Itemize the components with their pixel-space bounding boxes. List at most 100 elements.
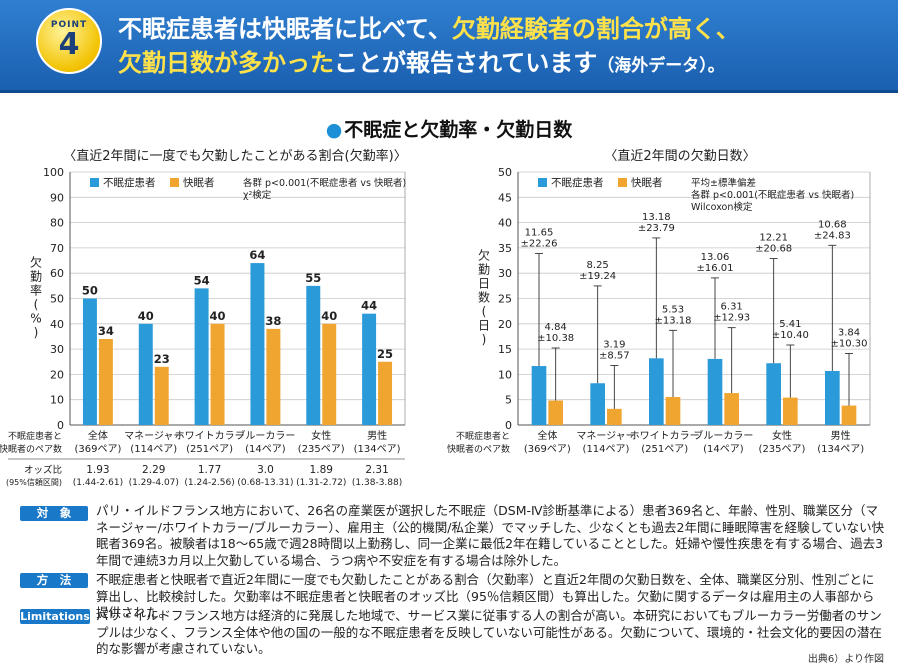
c1-value-label-good: 40	[210, 309, 226, 323]
c1-row-header: 不眠症患者と	[8, 430, 62, 442]
headline-1a: 不眠症患者は快眠者に比べて、	[118, 15, 452, 43]
c2-bar-insomnia	[531, 366, 547, 425]
c1-value-label-good: 40	[321, 309, 337, 323]
c2-mean-label: 4.84	[545, 322, 567, 333]
c2-mean-label: 12.21	[759, 233, 788, 244]
c2-pairs-label: (14ペア)	[703, 444, 744, 455]
c1-value-label-insomnia: 44	[361, 299, 377, 313]
limitations-label: Limitations	[20, 609, 90, 624]
c2-bar-good	[665, 397, 681, 425]
c2-bar-good	[724, 393, 739, 425]
c1-value-label-good: 25	[377, 347, 393, 361]
point-badge-number: 4	[58, 27, 80, 62]
subject-label: 対 象	[20, 506, 88, 521]
c2-mean-label: 5.41	[779, 319, 801, 330]
c2-mean-label: 3.19	[603, 339, 625, 350]
c2-mean-label: 11.65	[525, 227, 554, 238]
c2-y-axis-label-char: )	[482, 333, 487, 347]
c1-y-tick-label: 30	[50, 343, 64, 356]
c2-category-label: 男性	[831, 429, 851, 442]
c1-value-label-insomnia: 50	[82, 284, 98, 298]
c1-stat-note: 各群 p<0.001(不眠症患者 vs 快眠者)	[243, 177, 406, 189]
c2-y-tick-label: 0	[505, 419, 512, 432]
c2-bar-insomnia	[766, 363, 781, 425]
c1-bar-insomnia	[250, 263, 265, 425]
c1-y-tick-label: 60	[50, 267, 64, 280]
c1-odds-value: 1.77	[198, 464, 221, 476]
c2-y-tick-label: 45	[498, 191, 512, 204]
c2-sd-label: ±10.40	[772, 330, 809, 341]
bullet-icon: ●	[325, 119, 343, 141]
c1-value-label-insomnia: 64	[249, 248, 265, 262]
c1-value-label-good: 38	[265, 314, 281, 328]
c2-y-tick-label: 25	[498, 293, 512, 306]
c2-mean-label: 3.84	[838, 327, 860, 338]
c1-pairs-label: (114ペア)	[130, 444, 177, 455]
c2-sd-label: ±8.57	[599, 350, 630, 361]
c1-category-label: ホワイトカラー	[175, 430, 245, 442]
c1-odds-header: (95%信頼区間)	[6, 477, 62, 487]
c2-category-label: 女性	[772, 429, 792, 442]
c1-y-tick-label: 10	[50, 394, 64, 407]
c1-odds-ci: (1.44-2.61)	[73, 478, 123, 488]
c1-pairs-label: (235ペア)	[298, 444, 345, 455]
c2-bar-insomnia	[590, 383, 605, 425]
c1-y-tick-label: 20	[50, 368, 64, 381]
c2-sd-label: ±16.01	[696, 263, 733, 274]
c1-bar-insomnia	[194, 288, 209, 425]
c1-y-tick-label: 0	[57, 419, 64, 432]
c1-value-label-insomnia: 55	[305, 271, 321, 285]
chart1-title: 〈直近2年間に一度でも欠勤したことがある割合(欠勤率)〉	[63, 149, 407, 164]
c2-legend-swatch-insomnia	[538, 178, 547, 187]
c1-bar-insomnia	[138, 323, 153, 425]
c1-y-tick-label: 70	[50, 242, 64, 255]
c2-sd-label: ±12.93	[713, 313, 750, 324]
method-label: 方 法	[20, 573, 88, 588]
c1-odds-ci: (1.24-2.56)	[184, 478, 234, 488]
c2-mean-label: 13.18	[642, 212, 671, 223]
c1-bar-good	[322, 323, 337, 425]
c1-odds-value: 1.89	[310, 464, 333, 476]
header-banner: POINT 4 不眠症患者は快眠者に比べて、欠勤経験者の割合が高く、 欠勤日数が…	[0, 0, 898, 93]
c1-value-label-insomnia: 54	[194, 273, 210, 287]
c1-pairs-label: (251ペア)	[186, 444, 233, 455]
c1-y-axis-label-char: %	[30, 312, 41, 326]
c1-value-label-good: 23	[154, 352, 170, 366]
c2-category-label: ホワイトカラー	[630, 430, 700, 442]
c1-pairs-label: (14ペア)	[245, 444, 286, 455]
c1-bar-good	[98, 338, 113, 425]
c1-odds-value: 1.93	[86, 464, 109, 476]
headline: 不眠症患者は快眠者に比べて、欠勤経験者の割合が高く、 欠勤日数が多かったことが報…	[118, 12, 740, 83]
c2-mean-label: 13.06	[701, 252, 730, 263]
c2-y-tick-label: 10	[498, 368, 512, 381]
c2-sd-label: ±23.79	[638, 223, 675, 234]
c1-bar-good	[266, 328, 281, 425]
c1-odds-header: オッズ比	[24, 464, 62, 476]
c2-sd-label: ±20.68	[755, 244, 792, 255]
c2-mean-label: 8.25	[587, 260, 609, 271]
c1-category-label: 全体	[88, 429, 108, 442]
c1-category-label: マネージャー	[124, 430, 183, 442]
c1-y-axis-label-char: 率	[30, 283, 42, 298]
c1-legend-swatch-good	[170, 178, 179, 187]
c2-stat-note: Wilcoxon検定	[691, 201, 753, 213]
c1-odds-ci: (1.38-3.88)	[352, 478, 402, 488]
c2-y-axis-label-char: 勤	[478, 263, 490, 277]
c1-category-label: 男性	[367, 429, 387, 442]
c1-odds-ci: (0.68-13.31)	[237, 478, 293, 488]
c1-odds-value: 2.29	[142, 464, 165, 476]
c2-stat-note: 各群 p<0.001(不眠症患者 vs 快眠者)	[691, 189, 854, 201]
c1-bar-insomnia	[82, 298, 97, 425]
c2-bar-insomnia	[649, 358, 664, 425]
c2-sd-label: ±10.38	[537, 333, 574, 344]
headline-1b: 欠勤経験者の割合が高く、	[451, 15, 740, 43]
c1-legend-good: 快眠者	[183, 177, 215, 189]
c2-y-tick-label: 15	[498, 343, 512, 356]
c2-pairs-label: (134ペア)	[817, 444, 864, 455]
c1-y-axis-label-char: 勤	[30, 270, 42, 284]
c2-y-axis-label-char: 日	[478, 319, 490, 333]
c2-y-tick-label: 5	[505, 394, 512, 407]
c1-bar-insomnia	[362, 313, 377, 425]
c1-bar-insomnia	[306, 285, 321, 425]
section-title-text: 不眠症と欠勤率・欠勤日数	[344, 119, 573, 141]
